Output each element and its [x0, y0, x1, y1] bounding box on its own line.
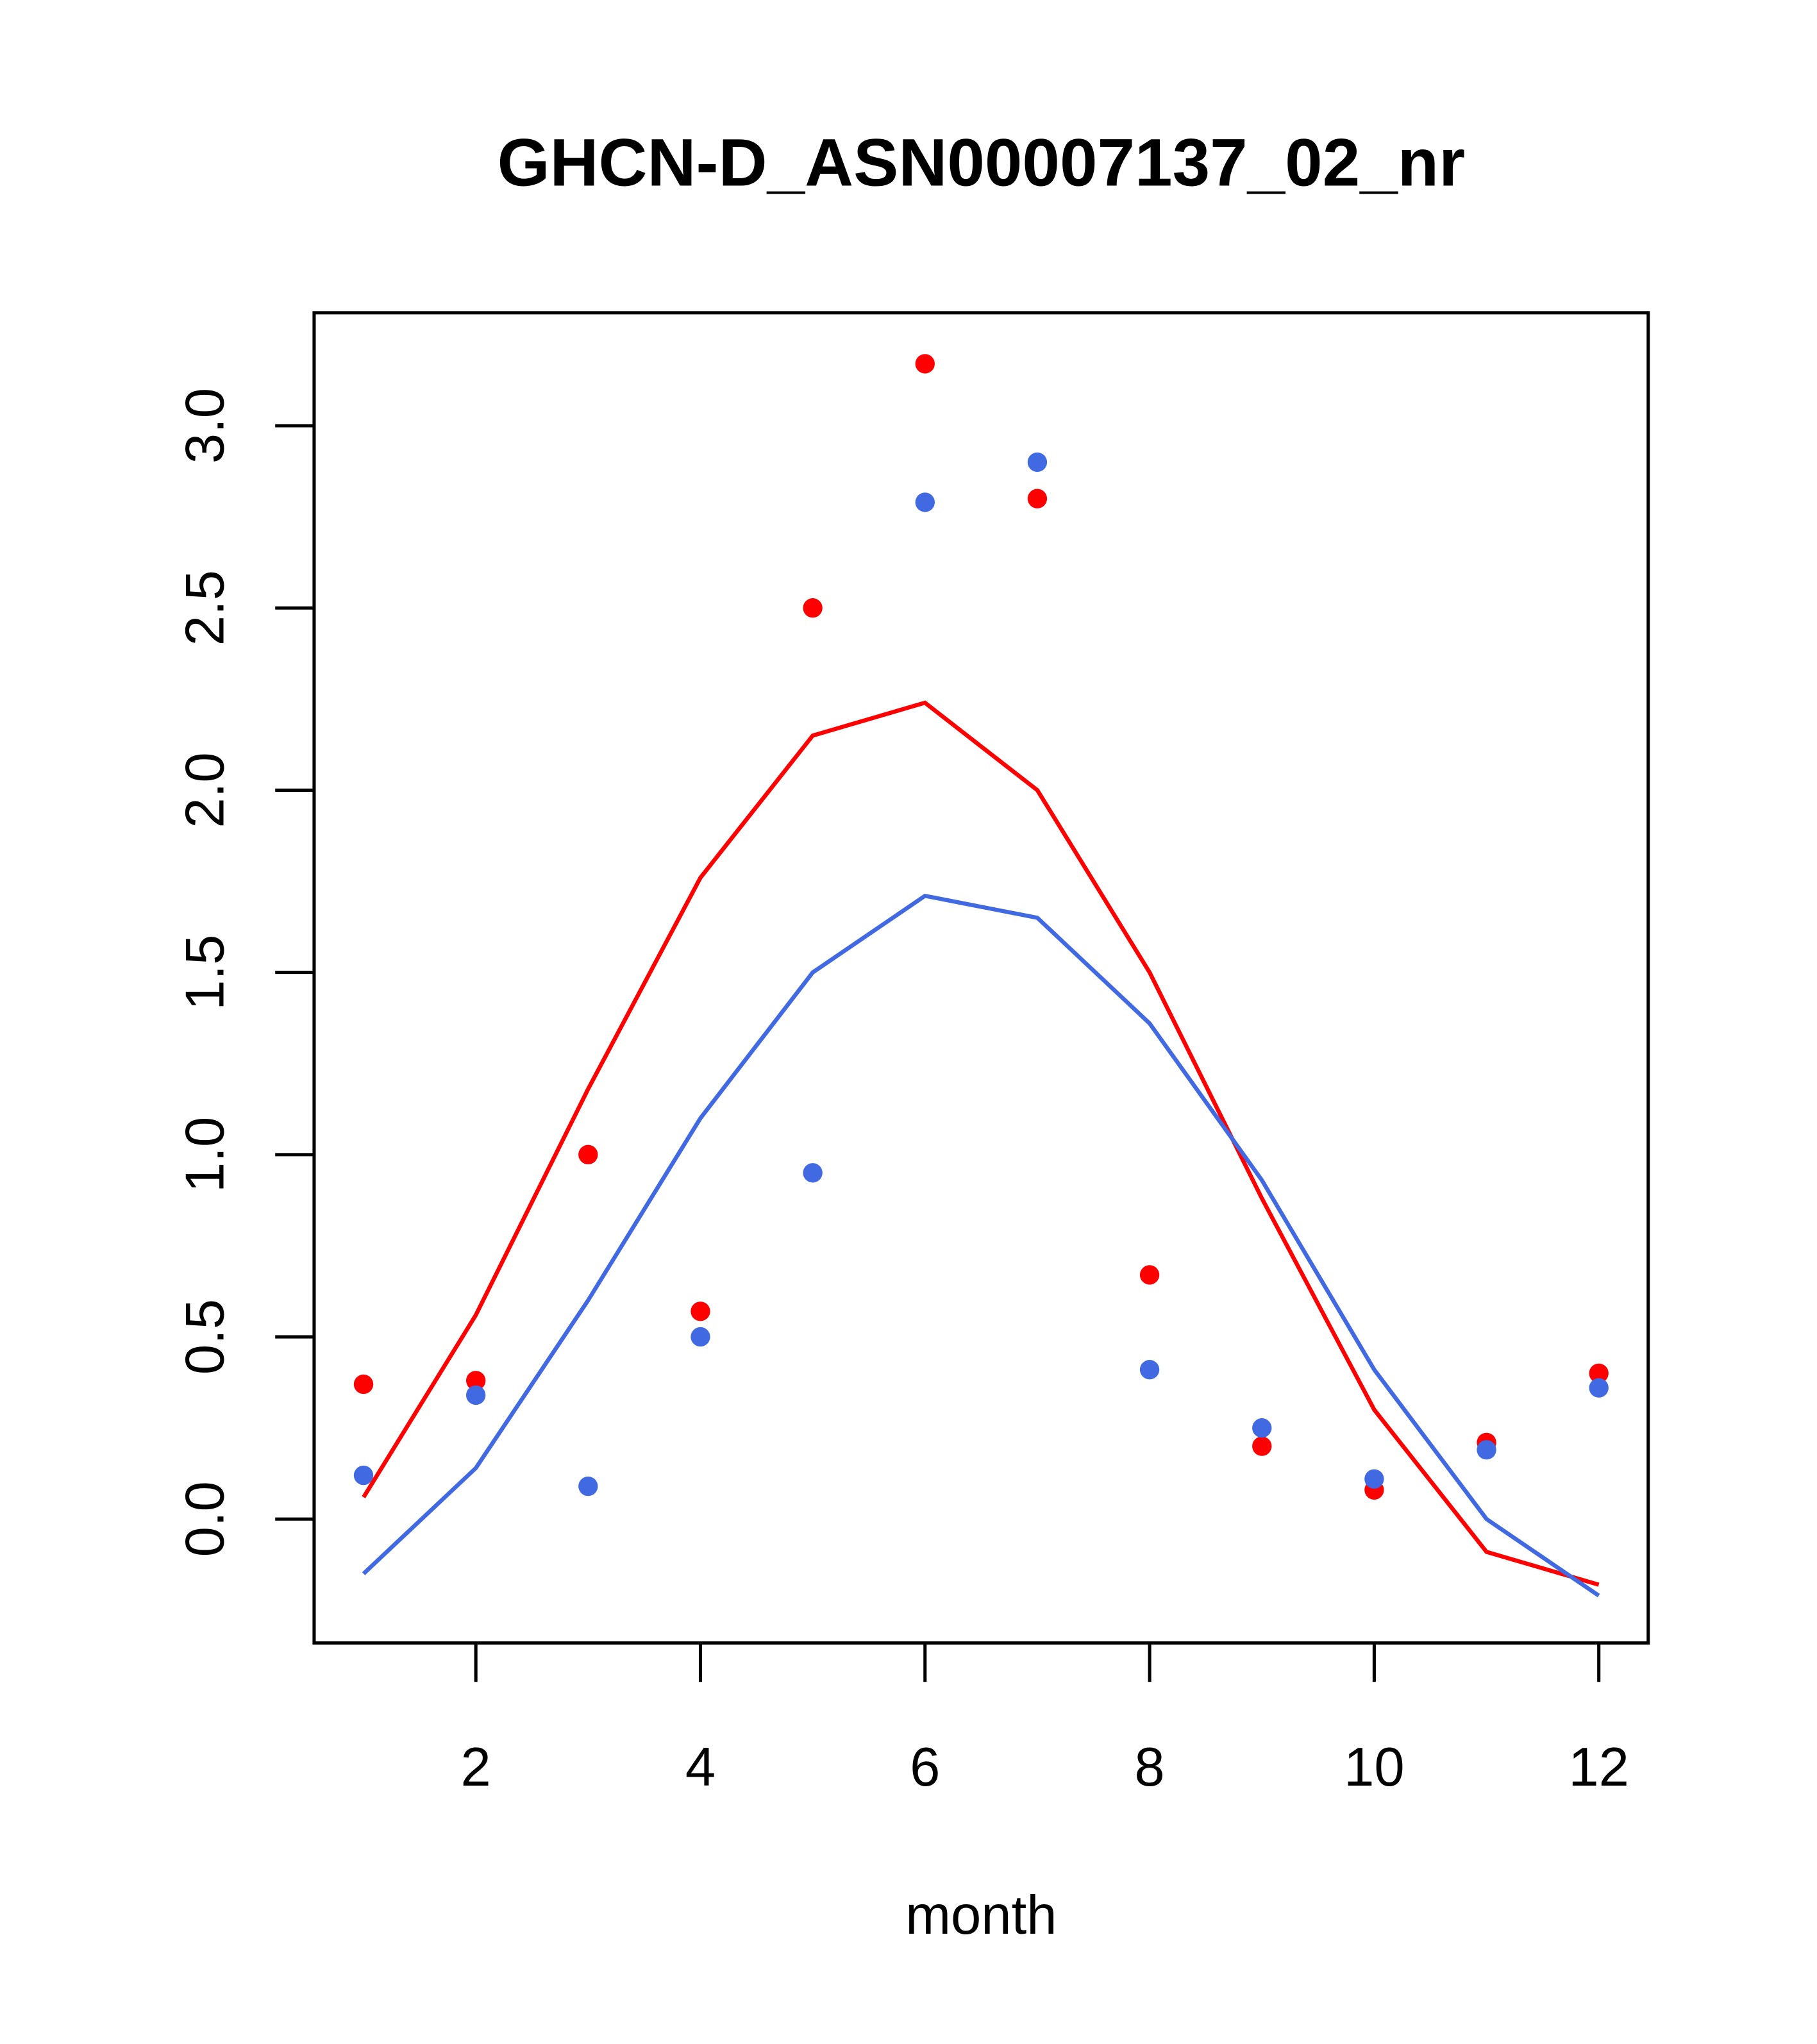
red-point-8 — [1139, 1265, 1160, 1285]
plot-frame — [312, 311, 1650, 1645]
blue-point-11 — [1477, 1440, 1496, 1460]
blue-point-12 — [1589, 1378, 1609, 1398]
red-point-9 — [1252, 1436, 1272, 1456]
y-tick-label: 0.5 — [174, 1299, 235, 1375]
blue-point-2 — [465, 1385, 486, 1405]
chart-title: GHCN-D_ASN00007137_02_nr — [498, 125, 1465, 200]
y-axis: 0.0 0.5 1.0 1.5 2.0 2.5 3.0 — [174, 388, 314, 1557]
blue-point-9 — [1252, 1418, 1272, 1438]
blue-point-3 — [578, 1476, 598, 1496]
blue-point-7 — [1027, 452, 1048, 473]
blue-point-6 — [915, 492, 935, 512]
x-tick-label: 12 — [1568, 1737, 1629, 1798]
x-tick-label: 10 — [1344, 1737, 1405, 1798]
series-layer — [353, 354, 1609, 1598]
x-tick-label: 4 — [685, 1737, 716, 1798]
red-line-series — [362, 700, 1600, 1587]
red-point-12 — [1589, 1363, 1609, 1384]
x-tick-label: 2 — [461, 1737, 491, 1798]
y-tick-label: 1.0 — [174, 1117, 235, 1193]
blue-point-5 — [803, 1163, 823, 1183]
red-point-6 — [915, 354, 935, 374]
blue-point-8 — [1139, 1360, 1160, 1380]
blue-point-4 — [691, 1327, 710, 1347]
x-tick-label: 6 — [910, 1737, 940, 1798]
red-point-7 — [1027, 489, 1048, 508]
red-point-1 — [353, 1374, 374, 1395]
y-tick-label: 0.0 — [174, 1481, 235, 1557]
x-axis: 2 4 6 8 10 12 — [461, 1643, 1629, 1798]
blue-point-10 — [1364, 1469, 1384, 1489]
y-tick-label: 2.5 — [174, 570, 235, 646]
red-point-4 — [691, 1302, 710, 1321]
y-tick-label: 3.0 — [174, 388, 235, 464]
blue-point-1 — [353, 1465, 374, 1486]
red-point-3 — [578, 1144, 598, 1165]
blue-line-series — [362, 893, 1600, 1598]
x-axis-label: month — [905, 1885, 1057, 1946]
x-tick-label: 8 — [1134, 1737, 1164, 1798]
y-tick-label: 1.5 — [174, 935, 235, 1010]
y-tick-label: 2.0 — [174, 752, 235, 828]
red-point-5 — [803, 598, 823, 618]
red-point-2 — [465, 1371, 486, 1391]
